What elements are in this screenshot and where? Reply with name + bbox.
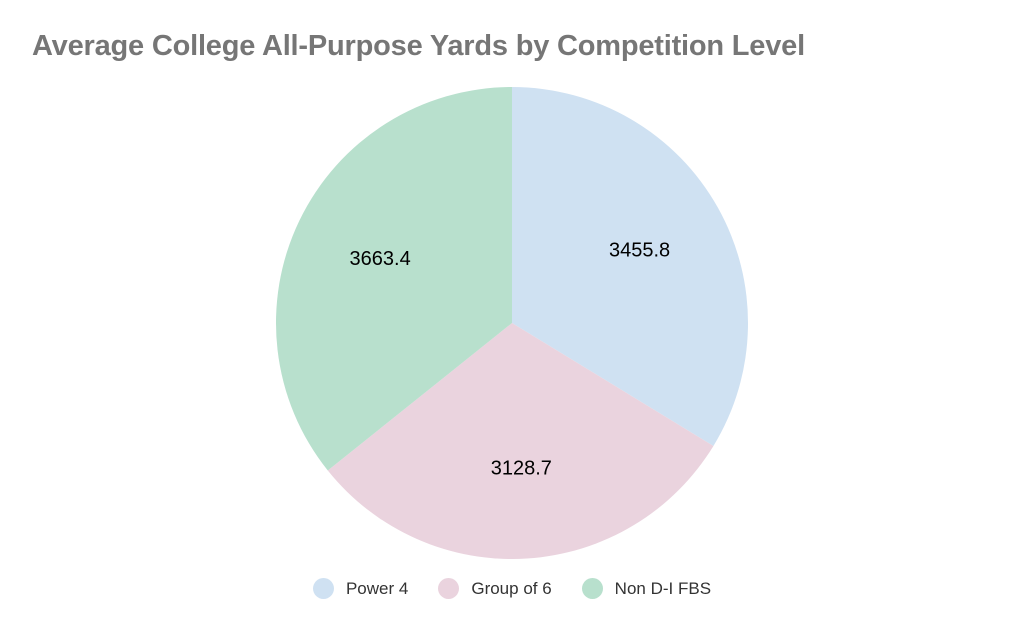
legend-label-non-d-i-fbs: Non D-I FBS xyxy=(614,578,712,598)
pie-slice-group-of-6[interactable] xyxy=(327,323,714,560)
legend-item-power-4[interactable]: Power 4 xyxy=(312,578,409,599)
pie-slice-non-d-i-fbs[interactable] xyxy=(276,87,512,471)
chart-title: Average College All-Purpose Yards by Com… xyxy=(32,30,805,62)
data-label-power-4: 3455.8 xyxy=(609,240,670,262)
data-label-non-d-i-fbs: 3663.4 xyxy=(350,248,411,270)
legend-swatch-non-d-i-fbs xyxy=(581,578,603,599)
legend-swatch-power-4 xyxy=(312,578,334,599)
legend-item-group-of-6[interactable]: Group of 6 xyxy=(438,578,552,599)
legend-label-group-of-6: Group of 6 xyxy=(471,578,552,598)
chart-legend: Power 4 Group of 6 Non D-I FBS xyxy=(0,578,1024,599)
legend-swatch-group-of-6 xyxy=(438,578,460,599)
pie-slice-power-4[interactable] xyxy=(512,87,748,446)
legend-item-non-d-i-fbs[interactable]: Non D-I FBS xyxy=(581,578,712,599)
legend-label-power-4: Power 4 xyxy=(345,578,409,598)
data-label-group-of-6: 3128.7 xyxy=(491,457,552,479)
